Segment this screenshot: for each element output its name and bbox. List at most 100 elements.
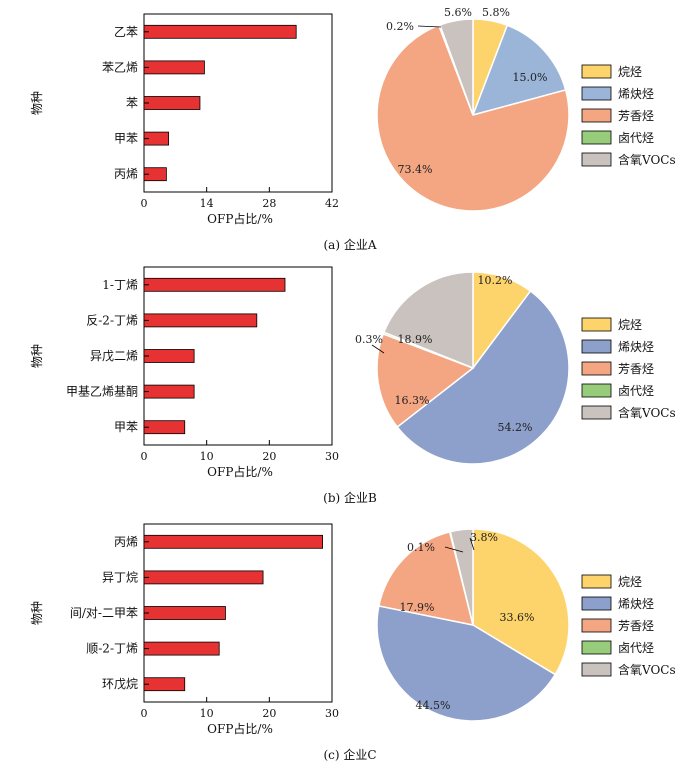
y-axis-label: 物种 — [30, 344, 44, 368]
pie-value-label: 0.2% — [386, 20, 414, 33]
legend-swatch — [581, 662, 612, 677]
pie-value-label: 10.2% — [478, 274, 513, 287]
legend-label: 卤代烃 — [618, 641, 654, 655]
legend-label: 烷烃 — [618, 575, 642, 589]
x-tick-label: 20 — [262, 450, 276, 463]
leader-line — [469, 537, 475, 551]
category-label: 苯乙烯 — [102, 60, 138, 74]
category-label: 甲苯 — [114, 420, 138, 434]
pie-value-label: 0.1% — [407, 541, 435, 554]
legend-label: 芳香烃 — [618, 362, 654, 376]
pie-value-label: 16.3% — [395, 394, 430, 407]
pie-slice — [376, 24, 570, 212]
pie-value-label: 73.4% — [398, 163, 433, 176]
x-tick-label: 30 — [325, 450, 339, 463]
category-label: 顺-2-丁烯 — [86, 642, 138, 656]
leader-line — [444, 546, 464, 553]
bar — [143, 96, 201, 110]
legend-swatch — [581, 596, 612, 611]
pie-slice — [438, 18, 474, 116]
pie-value-label: 44.5% — [416, 699, 451, 712]
leader-line — [371, 344, 385, 354]
legend-swatch — [581, 640, 612, 655]
legend-swatch — [581, 152, 612, 167]
pie-value-label: 54.2% — [498, 421, 533, 434]
pie-value-label: 3.8% — [470, 531, 498, 544]
legend-label: 烷烃 — [618, 318, 642, 332]
bar — [143, 677, 186, 692]
pie-slice — [376, 332, 475, 429]
category-label: 甲基乙烯基酮 — [66, 385, 138, 399]
bar — [143, 24, 297, 39]
bar — [143, 313, 258, 328]
category-label: 间/对-二甲苯 — [70, 606, 138, 620]
x-axis-label: OFP占比/% — [207, 464, 273, 479]
pie-slice — [396, 290, 570, 465]
bar — [143, 570, 264, 585]
legend-label: 含氧VOCs — [618, 152, 676, 167]
pie-slice — [471, 24, 567, 117]
legend-swatch — [581, 361, 612, 376]
bar — [143, 349, 195, 363]
x-tick-label: 0 — [141, 707, 148, 720]
legend-swatch — [581, 108, 612, 123]
pie-value-label: 5.8% — [482, 6, 510, 19]
pie-value-label: 15.0% — [513, 71, 548, 84]
x-tick-label: 42 — [325, 197, 339, 210]
bar — [143, 60, 205, 75]
category-label: 苯 — [126, 96, 138, 110]
category-label: 1-丁烯 — [102, 278, 138, 292]
x-tick-label: 0 — [141, 197, 148, 210]
legend-label: 烯炔烃 — [618, 87, 654, 101]
panel-caption: (c) 企业C — [323, 747, 376, 762]
legend-swatch — [581, 130, 612, 145]
legend-label: 含氧VOCs — [618, 405, 676, 420]
category-label: 丙烯 — [114, 167, 138, 181]
legend-label: 烯炔烃 — [618, 597, 654, 611]
y-axis-label: 物种 — [30, 601, 44, 625]
category-label: 乙苯 — [114, 25, 138, 39]
x-tick-label: 20 — [262, 707, 276, 720]
x-axis-label: OFP占比/% — [207, 721, 273, 736]
pie-slice — [378, 530, 475, 626]
pie-slice — [376, 605, 557, 722]
legend-swatch — [581, 86, 612, 101]
panel-caption: (a) 企业A — [324, 237, 377, 252]
category-label: 环戊烷 — [102, 677, 138, 691]
legend-swatch — [581, 574, 612, 589]
category-label: 异戊二烯 — [90, 349, 138, 363]
x-tick-label: 10 — [200, 707, 214, 720]
legend-swatch — [581, 383, 612, 398]
legend-swatch — [581, 317, 612, 332]
bar — [143, 277, 286, 292]
pie-value-label: 5.6% — [444, 6, 472, 19]
legend-label: 含氧VOCs — [618, 662, 676, 677]
pie-slice — [449, 528, 474, 626]
pie-value-label: 18.9% — [398, 333, 433, 346]
x-axis-label: OFP占比/% — [207, 211, 273, 226]
category-label: 丙烯 — [114, 535, 138, 549]
pie-value-label: 0.3% — [355, 333, 383, 346]
x-tick-label: 14 — [200, 197, 214, 210]
x-tick-label: 0 — [141, 450, 148, 463]
pie-value-label: 33.6% — [500, 611, 535, 624]
pie-value-label: 17.9% — [400, 601, 435, 614]
bar — [143, 384, 195, 399]
leader-line — [417, 25, 442, 28]
y-axis-label: 物种 — [30, 91, 44, 115]
legend-swatch — [581, 405, 612, 420]
bar — [143, 420, 186, 435]
category-label: 异丁烷 — [102, 570, 138, 584]
legend-label: 烷烃 — [618, 65, 642, 79]
legend-label: 卤代烃 — [618, 131, 654, 145]
pie-slice — [472, 528, 570, 676]
x-tick-label: 30 — [325, 707, 339, 720]
x-tick-label: 28 — [262, 197, 276, 210]
legend-label: 烯炔烃 — [618, 340, 654, 354]
category-label: 甲苯 — [114, 132, 138, 146]
x-tick-label: 10 — [200, 450, 214, 463]
pie-slice — [382, 271, 474, 370]
legend-swatch — [581, 618, 612, 633]
bar — [143, 641, 220, 656]
